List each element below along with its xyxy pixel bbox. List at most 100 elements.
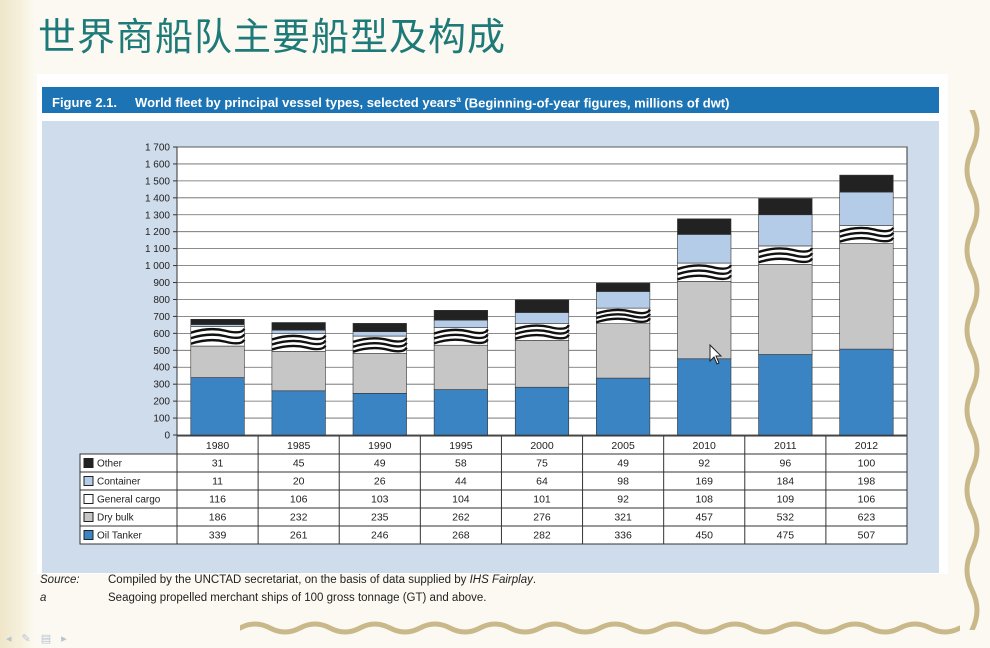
bar-dry-bulk (677, 281, 732, 360)
footnote: a Seagoing propelled merchant ships of 1… (40, 589, 536, 607)
menu-icon[interactable]: ▤ (40, 633, 52, 645)
general-cargo-hatch (839, 236, 895, 243)
left-decorative-border (0, 0, 34, 648)
data-label-general-cargo: 101 (533, 494, 551, 506)
data-label-container: 184 (777, 476, 795, 488)
next-slide-icon[interactable]: ▸ (61, 633, 67, 645)
data-label-oil-tanker: 268 (452, 530, 470, 542)
x-tick-label: 1995 (449, 440, 473, 452)
data-label-other: 92 (698, 458, 710, 470)
y-tick-label: 1 200 (145, 227, 170, 238)
bar-other (839, 174, 894, 193)
chart-background: 0 100 200 300 400 500 600 700 800 900 1 000 1 100 1 … (42, 121, 939, 573)
bar-other (758, 198, 813, 216)
data-label-oil-tanker: 261 (290, 530, 308, 542)
slide-navigation: ◂ ✎ ▤ ▸ (6, 632, 67, 645)
data-label-oil-tanker: 282 (533, 530, 551, 542)
data-label-dry-bulk: 186 (209, 512, 227, 524)
data-label-general-cargo: 108 (695, 494, 713, 506)
bar-oil-tanker (677, 358, 732, 436)
data-label-container: 44 (455, 476, 467, 488)
bar-oil-tanker (596, 377, 651, 436)
general-cargo-hatch (190, 338, 246, 345)
y-tick-label: 0 (164, 431, 170, 442)
data-label-oil-tanker: 450 (695, 530, 713, 542)
bar-other (596, 282, 651, 292)
y-tick-label: 200 (153, 397, 170, 408)
bar-container (514, 312, 570, 324)
data-label-oil-tanker: 246 (371, 530, 389, 542)
x-tick-label: 2005 (611, 440, 635, 452)
bar-oil-tanker (352, 393, 407, 436)
bar-dry-bulk (352, 353, 407, 394)
data-label-container: 64 (536, 476, 548, 488)
data-label-general-cargo: 104 (452, 494, 470, 506)
bar-dry-bulk (596, 323, 651, 379)
general-cargo-hatch (433, 338, 489, 345)
data-label-other: 31 (212, 458, 224, 470)
data-label-other: 100 (858, 458, 876, 470)
y-tick-label: 1 500 (145, 176, 170, 187)
data-label-dry-bulk: 457 (695, 512, 713, 524)
data-label-other: 49 (374, 458, 386, 470)
general-cargo-hatch (352, 337, 408, 344)
y-tick-label: 100 (153, 414, 170, 425)
y-tick-label: 600 (153, 329, 170, 340)
data-label-dry-bulk: 321 (614, 512, 632, 524)
bar-oil-tanker (758, 354, 813, 436)
source-text: Compiled by the UNCTAD secretariat, on t… (108, 571, 536, 589)
pen-icon[interactable]: ✎ (21, 633, 31, 645)
data-label-dry-bulk: 262 (452, 512, 470, 524)
figure-title: World fleet by principal vessel types, s… (135, 95, 457, 111)
footnote-marker: a (40, 592, 47, 604)
y-tick-label: 700 (153, 312, 170, 323)
figure-card: Figure 2.1. World fleet by principal vess… (37, 74, 948, 574)
data-label-general-cargo: 109 (777, 494, 795, 506)
x-tick-label: 2011 (774, 440, 797, 452)
legend-swatch-other (83, 458, 94, 468)
bar-other (352, 323, 407, 332)
general-cargo-hatch (514, 329, 570, 336)
bar-dry-bulk (839, 243, 894, 350)
general-cargo-hatch (758, 257, 814, 264)
bottom-decorative-border (240, 621, 960, 635)
legend-label-other: Other (97, 459, 123, 470)
bar-other (677, 218, 732, 235)
y-tick-label: 1 700 (145, 143, 170, 154)
source-text-provider: IHS Fairplay (469, 574, 533, 586)
source-label: Source: (40, 574, 80, 586)
bar-dry-bulk (514, 340, 570, 388)
data-label-dry-bulk: 532 (777, 512, 795, 524)
data-label-other: 49 (617, 458, 629, 470)
data-label-other: 58 (455, 458, 467, 470)
general-cargo-hatch (595, 308, 651, 315)
general-cargo-hatch (514, 333, 570, 340)
right-decorative-border (964, 110, 980, 630)
source-note: Source: Compiled by the UNCTAD secretari… (40, 571, 536, 589)
data-label-container: 98 (617, 476, 629, 488)
bar-oil-tanker (190, 377, 245, 436)
general-cargo-hatch (352, 341, 408, 348)
previous-slide-icon[interactable]: ◂ (6, 633, 12, 645)
data-label-container: 20 (293, 476, 305, 488)
bar-oil-tanker (514, 386, 570, 436)
data-label-other: 96 (779, 458, 791, 470)
figure-number: Figure 2.1. (52, 95, 118, 111)
data-label-oil-tanker: 475 (777, 530, 795, 542)
general-cargo-hatch (433, 333, 489, 340)
bar-dry-bulk (758, 264, 813, 355)
source-text-main: Compiled by the UNCTAD secretariat, on t… (108, 574, 470, 586)
slide-title: 世界商船队主要船型及构成 (38, 15, 507, 59)
bar-other (271, 322, 326, 331)
x-tick-label: 2000 (530, 440, 554, 452)
general-cargo-hatch (839, 226, 895, 233)
general-cargo-hatch (514, 324, 570, 331)
stacked-bar-chart: 0 100 200 300 400 500 600 700 800 900 1 000 1 100 1 … (79, 143, 908, 545)
data-label-dry-bulk: 276 (533, 512, 551, 524)
x-tick-label: 2012 (855, 440, 879, 452)
data-label-container: 11 (212, 476, 223, 488)
data-label-general-cargo: 103 (371, 494, 389, 506)
bar-container (839, 191, 894, 226)
y-tick-label: 1 000 (145, 261, 170, 272)
data-label-oil-tanker: 336 (614, 530, 632, 542)
